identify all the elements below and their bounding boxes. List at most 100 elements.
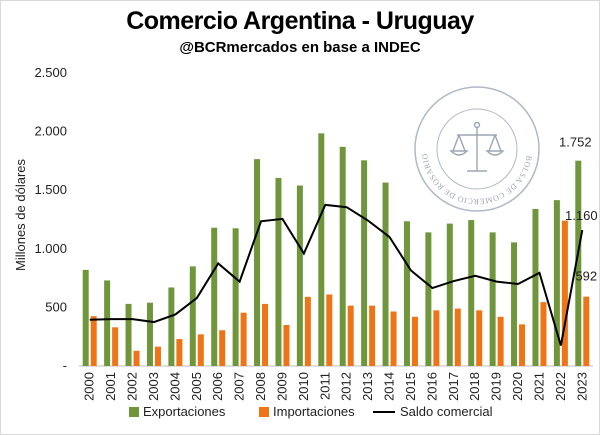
y-tick-label: 1.000 <box>34 241 67 256</box>
bar-importaciones <box>133 350 140 366</box>
y-tick-label: 2.000 <box>34 124 67 139</box>
seal-outer-ring <box>414 86 540 212</box>
legend-swatch <box>129 407 139 417</box>
bar-exportaciones <box>446 223 453 366</box>
x-tick-label: 2008 <box>253 372 268 401</box>
bar-importaciones <box>411 316 418 366</box>
bar-exportaciones <box>553 200 560 366</box>
bar-exportaciones <box>403 221 410 366</box>
chart-subtitle: @BCRmercados en base a INDEC <box>179 39 421 56</box>
y-axis: - 500 1.000 1.500 2.000 2.500 <box>34 65 67 373</box>
y-axis-label: Millones de dólares <box>13 159 28 272</box>
scales-of-justice-icon <box>449 121 505 172</box>
bar-importaciones <box>454 308 461 366</box>
x-tick-label: 2007 <box>232 372 247 401</box>
bar-importaciones <box>112 327 119 366</box>
bar-exportaciones <box>146 302 153 366</box>
x-tick-label: 2010 <box>296 372 311 401</box>
bar-importaciones <box>583 296 590 366</box>
bar-exportaciones <box>104 280 111 366</box>
x-axis-ticks: 2000 2001 2002 2003 2004 2005 2006 2007 2008 2009… <box>82 372 590 401</box>
x-tick-label: 2017 <box>446 372 461 401</box>
x-tick-label: 2000 <box>82 372 97 401</box>
bar-importaciones <box>219 330 226 366</box>
bar-importaciones <box>154 346 161 366</box>
bar-exportaciones <box>82 269 89 366</box>
bar-importaciones <box>240 312 247 366</box>
bar-exportaciones <box>189 266 196 366</box>
x-tick-label: 2013 <box>360 372 375 401</box>
x-tick-label: 2009 <box>274 372 289 401</box>
bolsa-seal-watermark: BOLSA DE COMERCIO DE ROSARIO <box>414 86 540 212</box>
saldo-line <box>89 203 584 346</box>
x-tick-label: 2006 <box>210 372 225 401</box>
bar-importaciones <box>390 311 397 366</box>
x-tick-label: 2003 <box>146 372 161 401</box>
bar-exportaciones <box>489 232 496 366</box>
x-tick-label: 2012 <box>339 372 354 401</box>
x-tick-label: 2020 <box>510 372 525 401</box>
bar-importaciones <box>561 220 568 366</box>
x-tick-label: 2023 <box>574 372 589 401</box>
bar-exportaciones <box>532 208 539 366</box>
bar-exportaciones <box>361 160 368 366</box>
bar-importaciones <box>283 324 290 366</box>
bar-exportaciones <box>254 159 261 366</box>
x-tick-label: 2022 <box>553 372 568 401</box>
x-tick-label: 2016 <box>424 372 439 401</box>
data-label: 1.160 <box>565 208 598 223</box>
legend-label: Exportaciones <box>143 404 226 419</box>
data-label: 592 <box>575 269 597 284</box>
legend-swatch <box>259 407 269 417</box>
bar-exportaciones <box>211 227 218 366</box>
y-tick-label: 500 <box>45 299 67 314</box>
bar-importaciones <box>197 334 204 366</box>
x-tick-label: 2005 <box>189 372 204 401</box>
bar-exportaciones <box>425 232 432 366</box>
bar-importaciones <box>90 316 97 366</box>
x-tick-label: 2015 <box>403 372 418 401</box>
bar-importaciones <box>304 296 311 366</box>
bar-exportaciones <box>468 220 475 366</box>
x-tick-label: 2011 <box>317 372 332 400</box>
data-labels: 1.752 1.160 592 <box>559 135 598 284</box>
seal-inner-ring <box>436 108 518 190</box>
x-tick-label: 2018 <box>467 372 482 401</box>
x-tick-label: 2001 <box>103 372 118 401</box>
legend: Exportaciones Importaciones Saldo comercia… <box>129 404 493 419</box>
x-tick-label: 2014 <box>382 372 397 401</box>
legend-label: Importaciones <box>273 404 355 419</box>
x-tick-label: 2004 <box>167 372 182 401</box>
bars <box>82 133 590 366</box>
bar-importaciones <box>176 339 183 366</box>
bar-exportaciones <box>275 177 282 366</box>
bar-importaciones <box>540 302 547 366</box>
bar-exportaciones <box>339 146 346 366</box>
x-tick-label: 2002 <box>125 372 140 401</box>
x-tick-label: 2019 <box>489 372 504 401</box>
bar-exportaciones <box>318 133 325 366</box>
line-saldo-comercial <box>89 203 584 346</box>
y-tick-label: 2.500 <box>34 65 67 80</box>
bar-importaciones <box>519 324 526 366</box>
data-label: 1.752 <box>559 135 592 150</box>
y-tick-label: 1.500 <box>34 182 67 197</box>
x-tick-label: 2021 <box>531 372 546 401</box>
chart-title: Comercio Argentina - Uruguay <box>126 7 474 35</box>
bar-exportaciones <box>296 185 303 366</box>
bar-exportaciones <box>511 242 518 366</box>
bar-importaciones <box>347 305 354 366</box>
bar-exportaciones <box>575 160 582 366</box>
bar-importaciones <box>369 305 376 366</box>
bar-exportaciones <box>125 303 132 366</box>
bar-importaciones <box>433 310 440 366</box>
bar-importaciones <box>326 294 333 366</box>
bar-exportaciones <box>232 228 239 366</box>
y-tick-label: - <box>63 358 67 373</box>
bar-importaciones <box>497 316 504 366</box>
bar-importaciones <box>476 310 483 366</box>
legend-label: Saldo comercial <box>400 404 493 419</box>
bar-importaciones <box>262 303 269 366</box>
